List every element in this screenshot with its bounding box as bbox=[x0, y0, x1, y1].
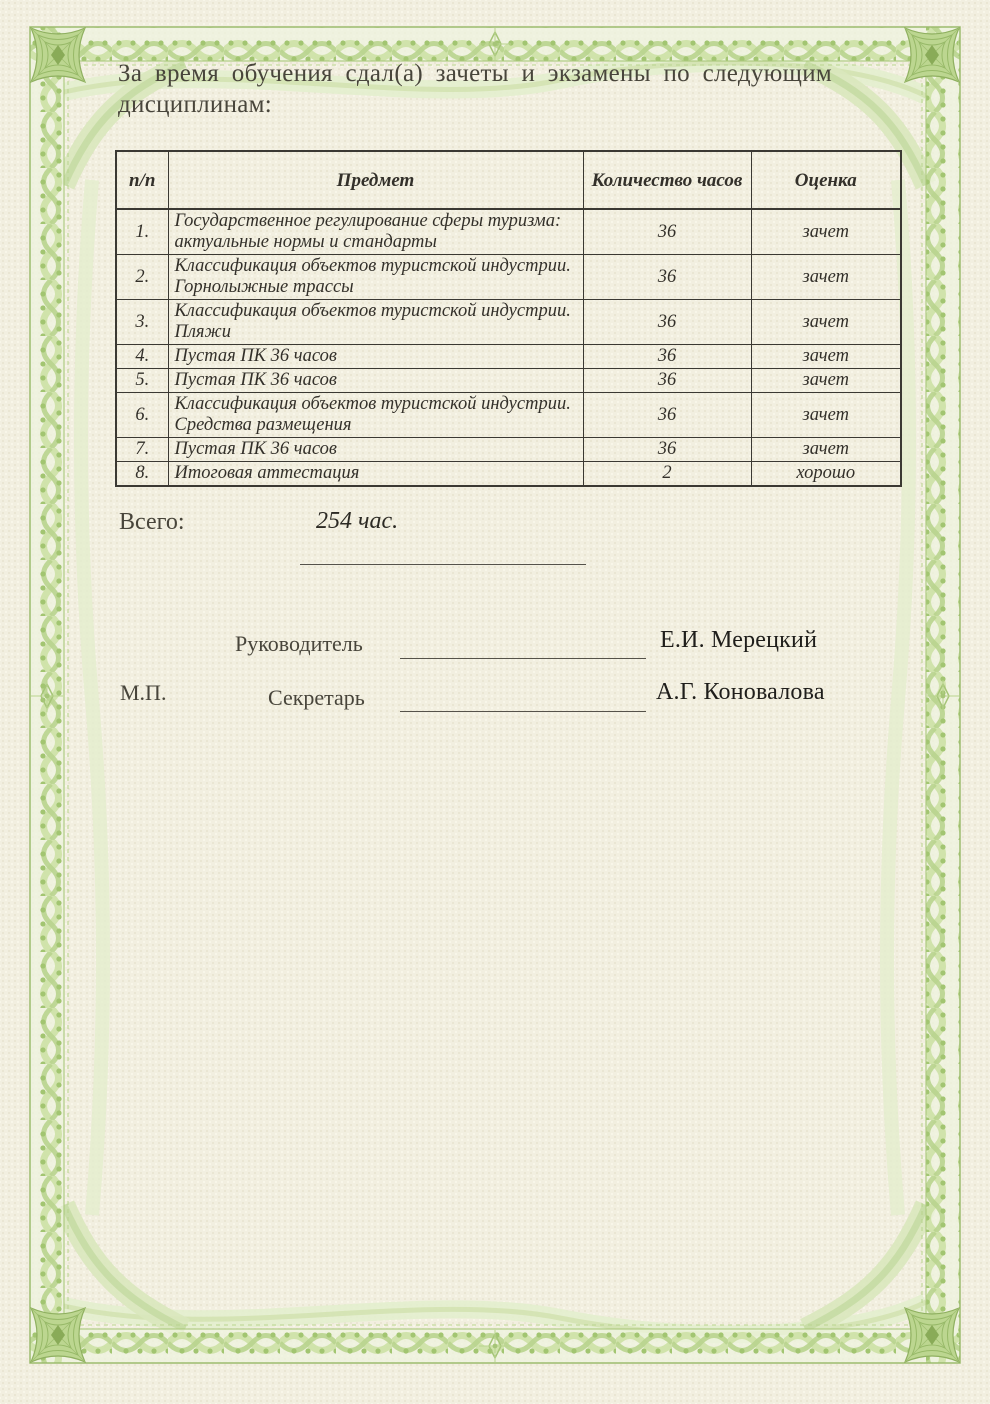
cell-num: 7. bbox=[115, 437, 169, 462]
cell-num: 1. bbox=[115, 208, 169, 255]
cell-hours: 36 bbox=[582, 368, 752, 393]
cell-subject: Пустая ПК 36 часов bbox=[167, 437, 584, 462]
cell-hours: 2 bbox=[582, 461, 752, 487]
table-header-row: п/п Предмет Количество часов Оценка bbox=[115, 150, 902, 210]
cell-num: 3. bbox=[115, 299, 169, 345]
cell-hours: 36 bbox=[582, 344, 752, 369]
cell-hours: 36 bbox=[582, 299, 752, 345]
table-row: 7. Пустая ПК 36 часов 36 зачет bbox=[115, 437, 902, 462]
table-body: 1. Государственное регулирование сферы ту… bbox=[115, 208, 902, 487]
cell-grade: зачет bbox=[750, 344, 902, 369]
table-row: 4. Пустая ПК 36 часов 36 зачет bbox=[115, 344, 902, 369]
header-num: п/п bbox=[115, 150, 169, 210]
cell-num: 5. bbox=[115, 368, 169, 393]
cell-hours: 36 bbox=[582, 208, 752, 255]
total-label: Всего: bbox=[119, 509, 185, 535]
cell-grade: зачет bbox=[750, 368, 902, 393]
table-row: 3. Классификация объектов туристской инду… bbox=[115, 299, 902, 345]
cell-subject: Пустая ПК 36 часов bbox=[167, 344, 584, 369]
cell-subject: Итоговая аттестация bbox=[167, 461, 584, 487]
header-subject: Предмет bbox=[167, 150, 584, 210]
table-row: 6. Классификация объектов туристской инду… bbox=[115, 392, 902, 438]
subjects-table: п/п Предмет Количество часов Оценка 1. Го… bbox=[115, 150, 902, 487]
cell-subject: Государственное регулирование сферы тури… bbox=[167, 208, 584, 255]
table-row: 1. Государственное регулирование сферы ту… bbox=[115, 208, 902, 255]
table-row: 8. Итоговая аттестация 2 хорошо bbox=[115, 461, 902, 487]
secretary-signature-name: А.Г. Коновалова bbox=[656, 679, 825, 705]
secretary-signature-label: Секретарь bbox=[268, 685, 365, 710]
head-signature-label: Руководитель bbox=[235, 631, 363, 656]
cell-num: 4. bbox=[115, 344, 169, 369]
cell-grade: хорошо bbox=[750, 461, 902, 487]
cell-num: 2. bbox=[115, 254, 169, 300]
header-hours: Количество часов bbox=[582, 150, 752, 210]
table-row: 5. Пустая ПК 36 часов 36 зачет bbox=[115, 368, 902, 393]
table-row: 2. Классификация объектов туристской инду… bbox=[115, 254, 902, 300]
head-signature-name: Е.И. Мерецкий bbox=[660, 627, 818, 653]
total-underline bbox=[300, 564, 586, 565]
cell-subject: Классификация объектов туристской индуст… bbox=[167, 299, 584, 345]
total-value: 254 час. bbox=[316, 508, 399, 534]
head-signature-line bbox=[400, 658, 646, 659]
cell-grade: зачет bbox=[750, 299, 902, 345]
cell-num: 8. bbox=[115, 461, 169, 487]
stamp-placeholder: М.П. bbox=[120, 680, 167, 705]
cell-grade: зачет bbox=[750, 208, 902, 255]
cell-grade: зачет bbox=[750, 392, 902, 438]
cell-subject: Классификация объектов туристской индуст… bbox=[167, 254, 584, 300]
cell-hours: 36 bbox=[582, 254, 752, 300]
secretary-signature-line bbox=[400, 711, 646, 712]
cell-hours: 36 bbox=[582, 437, 752, 462]
cell-num: 6. bbox=[115, 392, 169, 438]
cell-grade: зачет bbox=[750, 437, 902, 462]
cell-subject: Классификация объектов туристской индуст… bbox=[167, 392, 584, 438]
cell-hours: 36 bbox=[582, 392, 752, 438]
cell-subject: Пустая ПК 36 часов bbox=[167, 368, 584, 393]
cell-grade: зачет bbox=[750, 254, 902, 300]
header-grade: Оценка bbox=[750, 150, 902, 210]
page-title: За время обучения сдал(а) зачеты и экзам… bbox=[118, 60, 832, 118]
